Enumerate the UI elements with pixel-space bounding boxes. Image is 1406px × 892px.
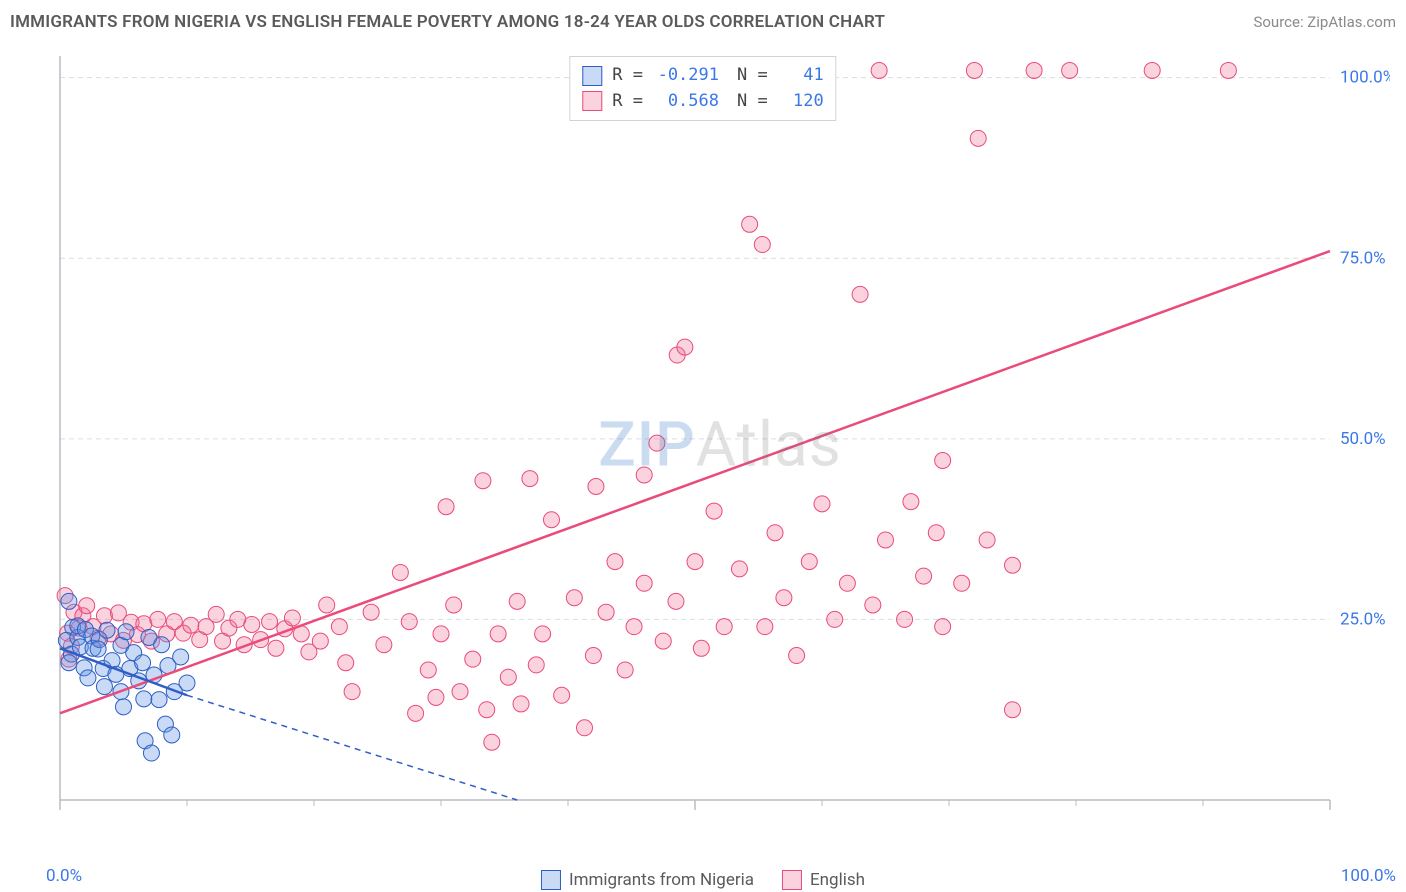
- svg-text:75.0%: 75.0%: [1340, 248, 1386, 268]
- chart-title: IMMIGRANTS FROM NIGERIA VS ENGLISH FEMAL…: [10, 12, 885, 32]
- x-axis-min-label: 0.0%: [46, 866, 82, 886]
- legend-n-label: N =: [737, 89, 768, 115]
- legend-n-value: 120: [778, 89, 824, 115]
- legend-r-label: R =: [612, 63, 643, 89]
- legend-n-value: 41: [778, 63, 824, 89]
- series-legend-item: English: [782, 870, 865, 890]
- stats-legend-row: R = -0.291 N = 41: [582, 63, 823, 89]
- svg-text:100.0%: 100.0%: [1340, 68, 1390, 88]
- legend-swatch: [541, 870, 561, 890]
- series-legend-item: Immigrants from Nigeria: [541, 870, 754, 890]
- chart-area: 25.0%50.0%75.0%100.0% ZIPAtlas: [50, 50, 1390, 840]
- series-legend-label: Immigrants from Nigeria: [569, 870, 754, 890]
- svg-text:50.0%: 50.0%: [1340, 429, 1386, 449]
- legend-swatch: [582, 91, 602, 111]
- legend-swatch: [782, 870, 802, 890]
- stats-legend: R = -0.291 N = 41 R = 0.568 N = 120: [569, 56, 836, 121]
- stats-legend-row: R = 0.568 N = 120: [582, 89, 823, 115]
- legend-r-value: 0.568: [653, 89, 719, 115]
- legend-n-label: N =: [737, 63, 768, 89]
- legend-r-label: R =: [612, 89, 643, 115]
- x-axis-max-label: 100.0%: [1341, 866, 1396, 886]
- legend-r-value: -0.291: [653, 63, 719, 89]
- series-legend-label: English: [810, 870, 865, 890]
- header: IMMIGRANTS FROM NIGERIA VS ENGLISH FEMAL…: [0, 0, 1406, 44]
- legend-swatch: [582, 66, 602, 86]
- svg-text:25.0%: 25.0%: [1340, 609, 1386, 629]
- chart-source: Source: ZipAtlas.com: [1253, 13, 1396, 31]
- series-legend: Immigrants from Nigeria English: [541, 870, 865, 890]
- chart-svg: 25.0% 50.0% 75.0% 100.0%: [50, 50, 1390, 840]
